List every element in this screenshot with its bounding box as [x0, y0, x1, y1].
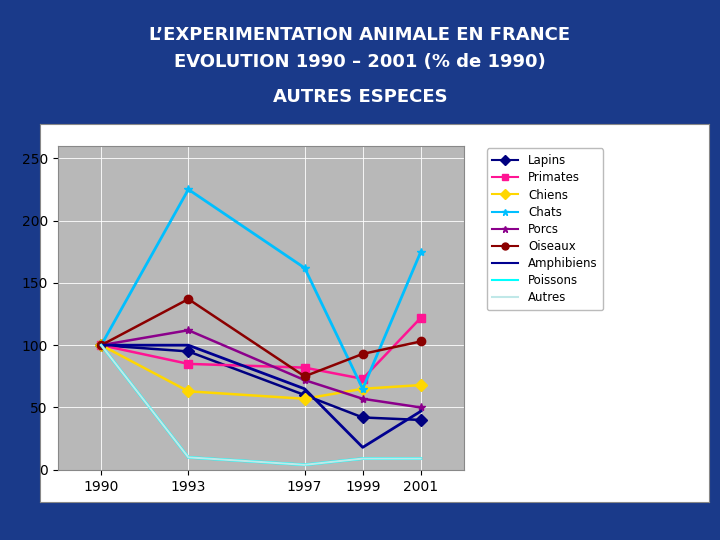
Line: Primates: Primates: [97, 314, 425, 383]
Poissons: [416, 455, 425, 462]
Line: Porcs: Porcs: [97, 326, 425, 411]
Oiseaux: [416, 338, 425, 345]
Primates: [97, 342, 106, 348]
Text: EVOLUTION 1990 – 2001 (% de 1990): EVOLUTION 1990 – 2001 (% de 1990): [174, 53, 546, 71]
Oiseaux: [97, 342, 106, 348]
Chats: [359, 386, 367, 392]
Lapins: [184, 348, 193, 355]
Lapins: [300, 392, 309, 399]
Primates: [416, 314, 425, 321]
Amphibiens: [300, 386, 309, 392]
Oiseaux: [359, 350, 367, 357]
Chiens: [300, 395, 309, 402]
Amphibiens: [184, 342, 193, 348]
Poissons: [359, 455, 367, 462]
Poissons: [300, 462, 309, 468]
Porcs: [97, 342, 106, 348]
Line: Chiens: Chiens: [97, 341, 425, 403]
Chats: [416, 248, 425, 255]
Chiens: [184, 388, 193, 395]
Porcs: [359, 395, 367, 402]
Text: AUTRES ESPECES: AUTRES ESPECES: [273, 88, 447, 106]
Porcs: [184, 327, 193, 334]
Oiseaux: [300, 373, 309, 380]
Porcs: [300, 377, 309, 383]
Legend: Lapins, Primates, Chiens, Chats, Porcs, Oiseaux, Amphibiens, Poissons, Autres: Lapins, Primates, Chiens, Chats, Porcs, …: [487, 148, 603, 310]
Line: Poissons: Poissons: [102, 345, 420, 465]
Poissons: [97, 342, 106, 348]
Line: Chats: Chats: [97, 185, 425, 393]
Line: Lapins: Lapins: [97, 341, 425, 424]
Autres: [359, 455, 367, 462]
Autres: [184, 454, 193, 461]
Lapins: [416, 417, 425, 423]
Primates: [359, 376, 367, 382]
Chiens: [416, 382, 425, 388]
Chats: [300, 265, 309, 271]
Chats: [184, 186, 193, 193]
Primates: [184, 361, 193, 367]
Chats: [97, 342, 106, 348]
Line: Autres: Autres: [102, 345, 420, 465]
Porcs: [416, 404, 425, 411]
Poissons: [184, 454, 193, 461]
Amphibiens: [416, 408, 425, 415]
Autres: [300, 462, 309, 468]
Text: L’EXPERIMENTATION ANIMALE EN FRANCE: L’EXPERIMENTATION ANIMALE EN FRANCE: [150, 26, 570, 44]
Line: Amphibiens: Amphibiens: [102, 345, 420, 447]
Lapins: [359, 414, 367, 421]
Amphibiens: [359, 444, 367, 450]
Chiens: [97, 342, 106, 348]
Line: Oiseaux: Oiseaux: [97, 295, 425, 381]
Oiseaux: [184, 296, 193, 302]
Lapins: [97, 342, 106, 348]
Autres: [97, 342, 106, 348]
Amphibiens: [97, 342, 106, 348]
Chiens: [359, 386, 367, 392]
Autres: [416, 455, 425, 462]
Primates: [300, 364, 309, 371]
